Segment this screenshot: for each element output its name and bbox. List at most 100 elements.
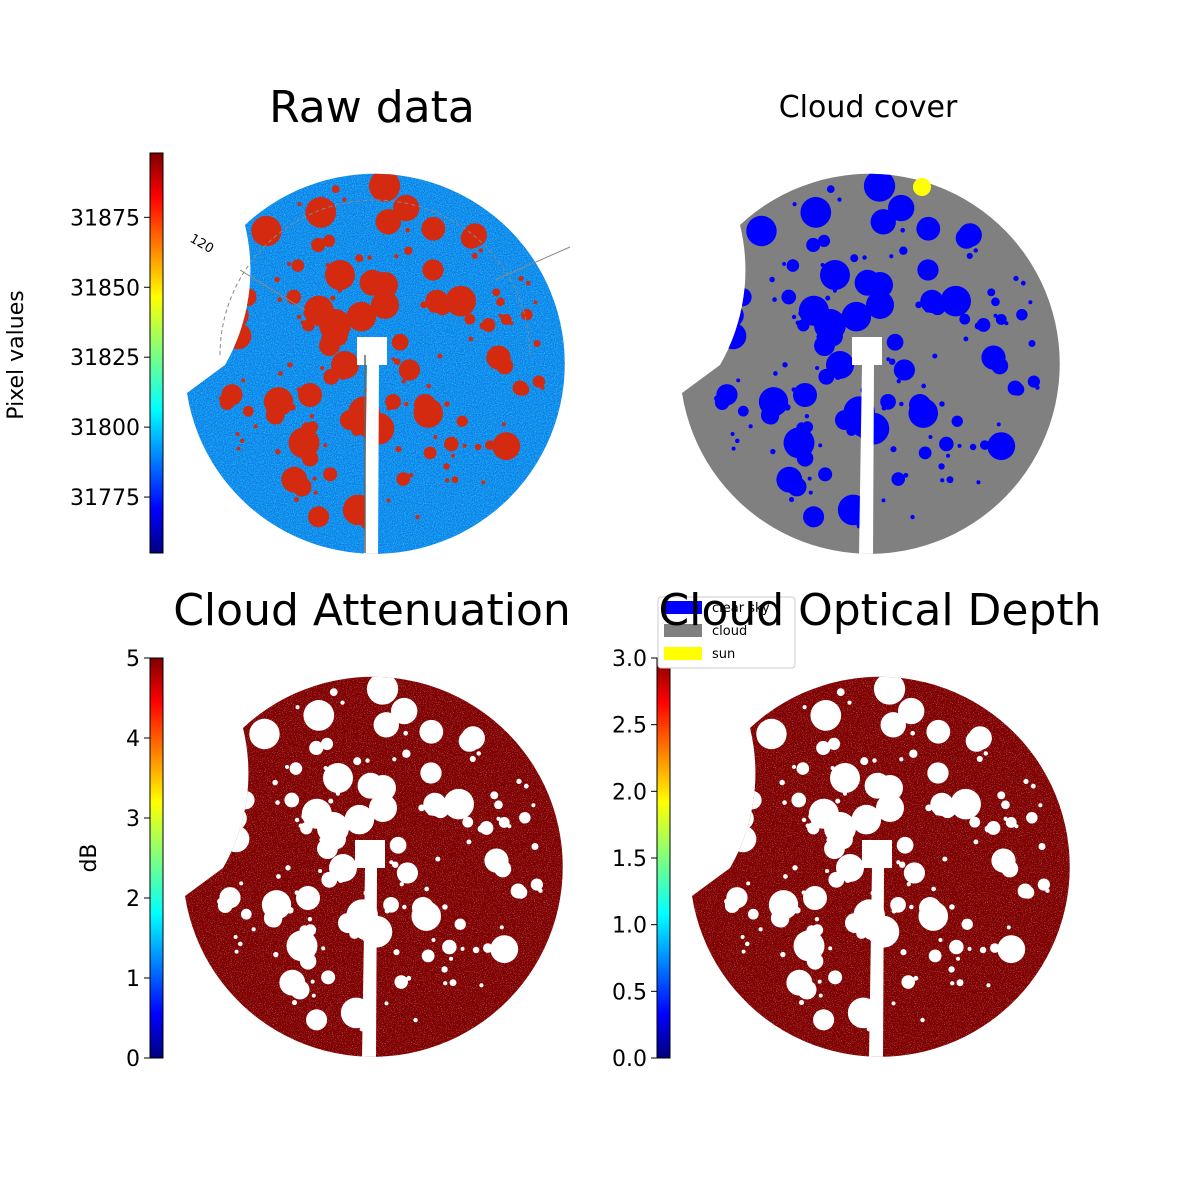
blob	[976, 755, 983, 762]
blob	[896, 379, 901, 384]
blob	[419, 719, 444, 744]
blob	[1005, 817, 1017, 828]
blob	[530, 878, 543, 891]
blob	[233, 935, 238, 940]
blob	[519, 812, 531, 824]
blob	[273, 951, 279, 958]
blob	[498, 313, 503, 318]
blob	[444, 401, 450, 407]
blob	[814, 309, 846, 341]
blob	[225, 303, 249, 327]
blob	[801, 817, 807, 823]
blob	[472, 946, 480, 954]
blob	[286, 930, 318, 962]
blob	[293, 497, 300, 503]
blob	[815, 365, 820, 371]
blob	[781, 289, 797, 305]
blob	[733, 287, 752, 307]
blob	[942, 856, 948, 862]
blob	[966, 252, 973, 259]
blob	[281, 466, 308, 493]
blob	[462, 443, 467, 448]
blob	[275, 800, 280, 805]
blob	[810, 700, 842, 731]
blob	[264, 719, 270, 725]
blob	[881, 498, 886, 503]
blob	[929, 298, 946, 316]
blob	[783, 874, 788, 879]
blob	[306, 1009, 328, 1031]
blob	[307, 916, 313, 922]
blob	[221, 384, 243, 406]
blob	[946, 476, 954, 484]
blob	[1001, 800, 1010, 810]
blob	[967, 946, 972, 951]
blob	[925, 804, 933, 812]
blob	[444, 436, 459, 452]
blob	[413, 1017, 418, 1023]
blob	[394, 254, 399, 259]
tick-label: 31825	[70, 346, 140, 371]
blob	[500, 314, 512, 325]
blob	[795, 320, 801, 326]
blob	[296, 314, 302, 320]
mast	[862, 840, 892, 1057]
blob	[421, 216, 446, 241]
blob	[974, 322, 982, 330]
blob	[291, 259, 305, 272]
blob	[518, 275, 524, 282]
blob	[401, 337, 408, 343]
blob	[368, 173, 401, 202]
blob	[844, 316, 849, 322]
blob	[991, 357, 1009, 375]
blob	[1038, 842, 1046, 850]
blob	[397, 707, 408, 719]
blob	[900, 227, 905, 233]
blob	[1011, 383, 1025, 396]
blob	[959, 313, 971, 325]
blob	[716, 384, 738, 406]
blob	[325, 260, 355, 290]
blob	[818, 993, 823, 998]
legend-swatch	[664, 647, 702, 660]
blob	[369, 794, 397, 822]
blob	[824, 812, 856, 844]
blob	[217, 898, 223, 905]
blob	[860, 757, 869, 766]
blob	[845, 913, 865, 933]
blob	[899, 401, 904, 407]
blob	[818, 467, 833, 482]
blob	[422, 259, 444, 281]
blob	[788, 497, 795, 503]
blob	[886, 357, 891, 362]
blob	[814, 916, 820, 922]
blob	[825, 295, 831, 301]
blob	[973, 248, 978, 253]
blob	[826, 351, 854, 379]
blob	[841, 301, 872, 332]
blob	[284, 764, 290, 770]
blob	[349, 316, 354, 322]
blob	[786, 969, 813, 996]
blob	[309, 413, 315, 419]
blob	[445, 285, 476, 317]
blob	[736, 335, 742, 341]
blob	[769, 276, 775, 283]
blob	[277, 297, 282, 302]
blob	[479, 322, 487, 330]
blob	[924, 304, 932, 313]
blob	[873, 676, 906, 705]
blob	[782, 800, 787, 805]
blob	[980, 440, 990, 450]
blob	[494, 860, 512, 878]
blob	[803, 506, 825, 528]
blob	[219, 887, 241, 909]
blob	[223, 806, 247, 830]
blob	[842, 506, 847, 511]
blob	[321, 970, 336, 985]
blob	[540, 385, 545, 390]
blob	[921, 383, 926, 389]
blob	[976, 480, 981, 485]
blob	[837, 197, 842, 202]
blob	[295, 705, 300, 710]
